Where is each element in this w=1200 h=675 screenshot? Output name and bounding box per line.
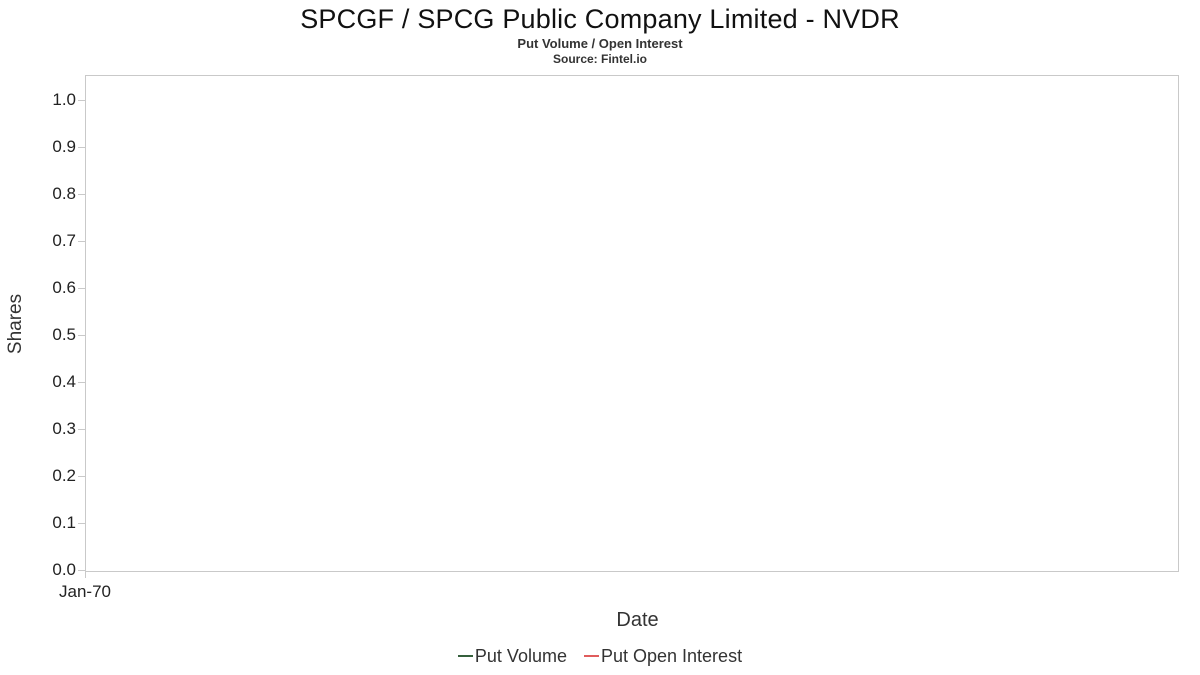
chart-title: SPCGF / SPCG Public Company Limited - NV… bbox=[300, 4, 900, 34]
y-tick-mark bbox=[78, 147, 85, 148]
legend-item-put-volume[interactable]: Put Volume bbox=[457, 646, 567, 667]
legend-label-put-open-interest: Put Open Interest bbox=[600, 646, 743, 666]
legend-item-put-open-interest[interactable]: Put Open Interest bbox=[583, 646, 743, 667]
y-tick-label: 0.0 bbox=[52, 560, 76, 579]
y-tick-label: 1.0 bbox=[52, 90, 76, 109]
x-tick-label: Jan-70 bbox=[59, 582, 111, 601]
y-tick-mark bbox=[78, 523, 85, 524]
y-tick-mark bbox=[78, 100, 85, 101]
x-axis-label: Date bbox=[616, 609, 659, 631]
y-tick-label: 0.4 bbox=[52, 372, 76, 391]
y-tick-label: 0.8 bbox=[52, 184, 76, 203]
y-tick-mark bbox=[78, 429, 85, 430]
y-tick-label: 0.2 bbox=[52, 466, 76, 485]
y-tick-mark bbox=[78, 288, 85, 289]
y-tick-label: 0.1 bbox=[52, 513, 76, 532]
y-tick-label: 0.6 bbox=[52, 278, 76, 297]
y-tick-label: 0.7 bbox=[52, 231, 76, 250]
y-tick-mark bbox=[78, 570, 85, 571]
y-tick-mark bbox=[78, 382, 85, 383]
legend-label-put-volume: Put Volume bbox=[474, 646, 567, 666]
y-tick-mark bbox=[78, 194, 85, 195]
y-tick-label: 0.9 bbox=[52, 137, 76, 156]
y-tick-label: 0.3 bbox=[52, 419, 76, 438]
put-open-interest-line-marker bbox=[583, 655, 599, 658]
y-tick-mark bbox=[78, 241, 85, 242]
y-tick-mark bbox=[78, 476, 85, 477]
chart-subtitle: Put Volume / Open Interest bbox=[517, 36, 683, 51]
y-tick-mark bbox=[78, 335, 85, 336]
put-volume-line-marker bbox=[457, 655, 473, 658]
y-tick-label: 0.5 bbox=[52, 325, 76, 344]
legend: Put Volume Put Open Interest bbox=[0, 646, 1200, 667]
chart-source: Source: Fintel.io bbox=[552, 52, 647, 66]
plot-area bbox=[85, 75, 1179, 572]
x-tick-mark bbox=[85, 572, 86, 578]
